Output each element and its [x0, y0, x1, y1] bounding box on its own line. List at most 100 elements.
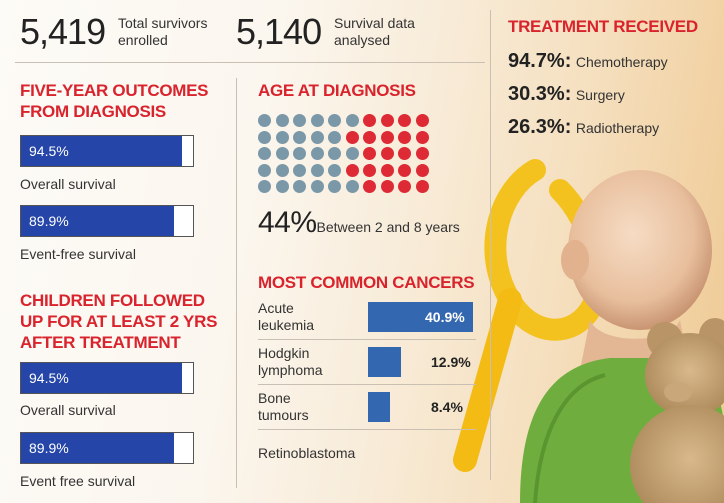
cancer-category-line: leukemia — [258, 317, 314, 334]
cancer-category-line: tumours — [258, 407, 309, 424]
cancer-bar — [368, 347, 401, 377]
cancer-row-divider — [258, 384, 476, 385]
followed-overall-survival-label: Overall survival — [20, 402, 116, 418]
treatment-radio-pct: 26.3%: — [508, 116, 571, 138]
cancer-category-line: Bone — [258, 390, 309, 407]
age-dot — [328, 180, 341, 193]
age-dot-grid — [258, 114, 433, 197]
age-dot-highlighted — [398, 147, 411, 160]
age-dot-highlighted — [363, 180, 376, 193]
followed-event-free-survival-value: 89.9% — [29, 440, 69, 456]
followed-overall-survival-value: 94.5% — [29, 370, 69, 386]
age-dot-highlighted — [346, 131, 359, 144]
cancer-category-line: Hodgkin — [258, 345, 323, 362]
age-dot — [311, 131, 324, 144]
enrolled-label-line-2: enrolled — [118, 32, 207, 49]
cancer-row-divider — [258, 429, 476, 430]
five-year-overall-survival-bar: 94.5% — [20, 135, 194, 167]
age-dot — [346, 180, 359, 193]
treatment-item: 26.3%: Radiotherapy — [508, 116, 668, 149]
age-dot — [346, 114, 359, 127]
cancer-category-label: Bone tumours — [258, 390, 309, 424]
age-dot — [328, 147, 341, 160]
age-dot — [258, 147, 271, 160]
age-dot-highlighted — [416, 114, 429, 127]
five-year-overall-survival-value: 94.5% — [29, 143, 69, 159]
age-dot-highlighted — [416, 164, 429, 177]
five-year-overall-survival-label: Overall survival — [20, 176, 116, 192]
enrolled-count: 5,419 — [20, 14, 105, 50]
treatment-received-heading: TREATMENT RECEIVED — [508, 16, 698, 37]
age-dot-highlighted — [398, 180, 411, 193]
age-dot-highlighted — [381, 180, 394, 193]
age-dot-highlighted — [416, 131, 429, 144]
age-dot-highlighted — [363, 131, 376, 144]
cancer-category-label: Retinoblastoma — [258, 445, 355, 462]
age-dot — [258, 164, 271, 177]
five-year-title-line-1: FIVE-YEAR OUTCOMES — [20, 80, 208, 101]
age-dot — [311, 164, 324, 177]
cancer-category-line: lymphoma — [258, 362, 323, 379]
child-with-teddy-illustration — [440, 130, 724, 503]
age-dot-highlighted — [398, 114, 411, 127]
age-dot — [293, 180, 306, 193]
age-dot-highlighted — [381, 131, 394, 144]
age-dot — [311, 114, 324, 127]
age-dot — [311, 180, 324, 193]
cancer-value-label: 40.9% — [425, 309, 465, 325]
age-dot-highlighted — [381, 147, 394, 160]
right-column-divider — [490, 10, 491, 480]
treatment-chemo-pct: 94.7%: — [508, 50, 571, 72]
five-year-event-free-survival-bar: 89.9% — [20, 205, 194, 237]
age-dot — [258, 131, 271, 144]
most-common-cancers-heading: MOST COMMON CANCERS — [258, 272, 474, 293]
age-dot-highlighted — [381, 114, 394, 127]
age-dot-highlighted — [398, 164, 411, 177]
followed-overall-survival-bar: 94.5% — [20, 362, 194, 394]
age-dot — [276, 164, 289, 177]
analysed-label-line-2: analysed — [334, 32, 415, 49]
age-dot — [276, 114, 289, 127]
cancer-value-label: 12.9% — [431, 354, 471, 370]
middle-column-divider — [236, 78, 237, 488]
age-dot — [258, 180, 271, 193]
followed-event-free-survival-label: Event free survival — [20, 473, 135, 489]
age-percent-label: Between 2 and 8 years — [317, 219, 460, 235]
analysed-label: Survival data analysed — [334, 15, 415, 49]
age-dot — [328, 114, 341, 127]
followed-title-line-2: UP FOR AT LEAST 2 YRS — [20, 311, 217, 332]
treatment-surgery-label: Surgery — [576, 87, 625, 103]
treatment-surgery-pct: 30.3%: — [508, 83, 571, 105]
treatment-item: 30.3%: Surgery — [508, 83, 668, 116]
age-dot-highlighted — [398, 131, 411, 144]
age-dot — [276, 147, 289, 160]
age-dot — [258, 114, 271, 127]
enrolled-label: Total survivors enrolled — [118, 15, 207, 49]
treatment-radio-label: Radiotherapy — [576, 120, 659, 136]
age-percent-value: 44% — [258, 206, 317, 239]
age-dot-highlighted — [381, 164, 394, 177]
five-year-event-free-survival-label: Event-free survival — [20, 246, 136, 262]
age-at-diagnosis-heading: AGE AT DIAGNOSIS — [258, 80, 416, 101]
followed-up-heading: CHILDREN FOLLOWED UP FOR AT LEAST 2 YRS … — [20, 290, 217, 353]
followed-event-free-survival-bar: 89.9% — [20, 432, 194, 464]
treatment-chemo-label: Chemotherapy — [576, 54, 668, 70]
cancer-category-line: Acute — [258, 300, 314, 317]
top-divider — [15, 62, 485, 63]
analysed-label-line-1: Survival data — [334, 15, 415, 32]
followed-title-line-1: CHILDREN FOLLOWED — [20, 290, 217, 311]
age-dot — [311, 147, 324, 160]
age-dot-highlighted — [346, 164, 359, 177]
age-dot — [328, 131, 341, 144]
treatment-item: 94.7%: Chemotherapy — [508, 50, 668, 83]
age-dot — [293, 164, 306, 177]
cancer-category-label: Hodgkin lymphoma — [258, 345, 323, 379]
age-percent-row: 44%Between 2 and 8 years — [258, 206, 460, 240]
enrolled-label-line-1: Total survivors — [118, 15, 207, 32]
cancer-row-divider — [258, 339, 476, 340]
age-dot — [293, 114, 306, 127]
followed-title-line-3: AFTER TREATMENT — [20, 332, 217, 353]
cancer-bar — [368, 392, 390, 422]
analysed-count: 5,140 — [236, 14, 321, 50]
age-dot-highlighted — [363, 147, 376, 160]
